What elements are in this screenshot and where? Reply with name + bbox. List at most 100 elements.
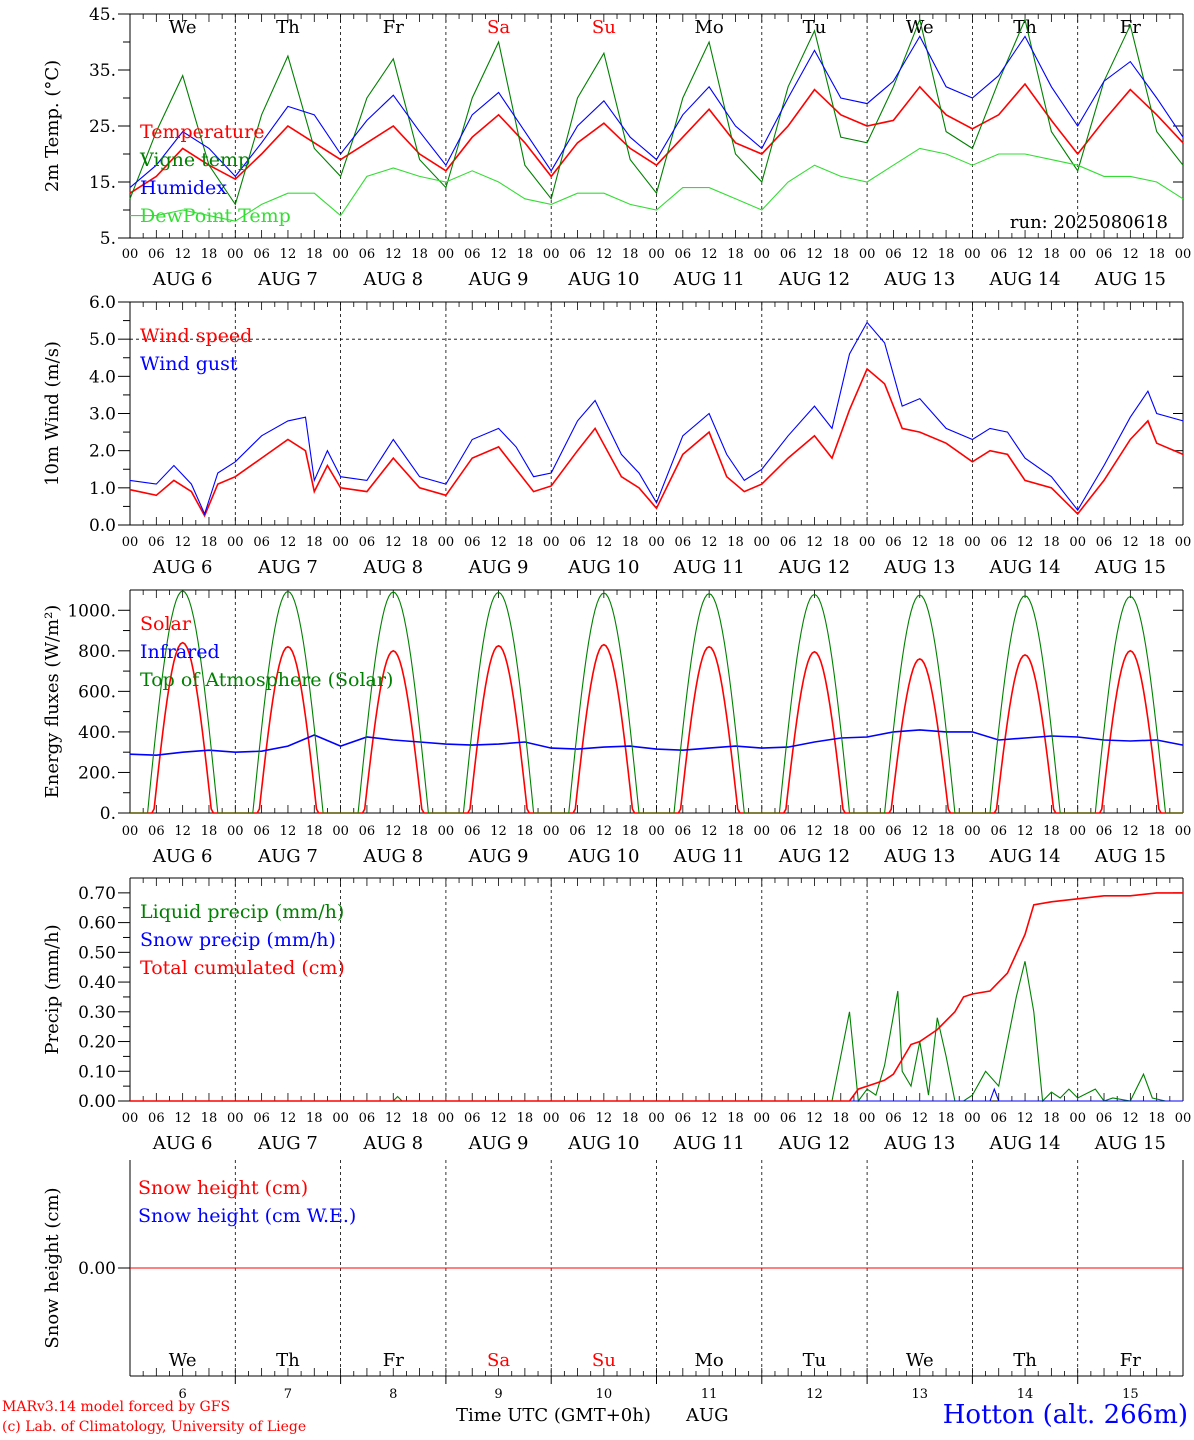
date-tick-label: AUG 13 bbox=[883, 1133, 955, 1154]
y-tick-label: 6.0 bbox=[89, 293, 116, 313]
hour-tick-label: 00 bbox=[859, 824, 876, 839]
series-line bbox=[129, 729, 1184, 757]
temperature-panel: 5. 15. 25. 35. 45. 2m Temp. (°C) 00 06 12 18 00 06 1… bbox=[42, 5, 1191, 290]
weekday-label: Tu bbox=[803, 1350, 827, 1371]
hour-tick-label: 12 bbox=[385, 824, 402, 839]
hour-tick-label: 12 bbox=[911, 535, 928, 550]
hour-tick-label: 00 bbox=[543, 247, 560, 262]
legend-entry: DewPoint Temp bbox=[140, 205, 291, 227]
hour-tick-label: 12 bbox=[280, 247, 297, 262]
hour-tick-label: 00 bbox=[859, 535, 876, 550]
day-number-label: 11 bbox=[701, 1387, 718, 1402]
hour-tick-label: 00 bbox=[859, 1111, 876, 1126]
y-tick-label: 5.0 bbox=[89, 330, 116, 350]
y-tick-label: 5. bbox=[100, 229, 116, 249]
hour-tick-label: 06 bbox=[885, 1111, 902, 1126]
day-number-label: 13 bbox=[911, 1387, 928, 1402]
date-tick-label: AUG 8 bbox=[362, 269, 423, 290]
series-line bbox=[129, 367, 1184, 518]
hour-tick-label: 00 bbox=[227, 247, 244, 262]
hour-tick-label: 12 bbox=[280, 824, 297, 839]
hour-tick-label: 06 bbox=[780, 535, 797, 550]
hour-tick-label: 18 bbox=[1148, 824, 1165, 839]
hour-tick-label: 18 bbox=[727, 247, 744, 262]
hour-tick-label: 06 bbox=[359, 535, 376, 550]
hour-tick-label: 00 bbox=[754, 535, 771, 550]
run-annotation: run: 2025080618 bbox=[1010, 212, 1168, 233]
hour-tick-label: 18 bbox=[517, 1111, 534, 1126]
hour-tick-label: 18 bbox=[201, 824, 218, 839]
hour-tick-label: 00 bbox=[754, 1111, 771, 1126]
legend-entry: Wind speed bbox=[140, 325, 252, 347]
y-tick-label: 0.00 bbox=[78, 1259, 116, 1279]
hour-tick-label: 18 bbox=[622, 247, 639, 262]
hour-tick-label: 06 bbox=[148, 824, 165, 839]
hour-tick-label: 00 bbox=[438, 247, 455, 262]
legend-entry: Solar bbox=[140, 613, 192, 635]
date-tick-label: AUG 7 bbox=[257, 269, 318, 290]
wind-panel: 0.0 1.0 2.0 3.0 4.0 5.0 6.0 10m Wind (m/s) 00 06 1… bbox=[42, 293, 1191, 578]
hour-tick-label: 12 bbox=[490, 535, 507, 550]
legend-entry: Snow height (cm W.E.) bbox=[138, 1205, 356, 1227]
hour-tick-label: 00 bbox=[1175, 1111, 1192, 1126]
hour-tick-label: 12 bbox=[806, 247, 823, 262]
hour-tick-label: 06 bbox=[464, 535, 481, 550]
hour-tick-label: 12 bbox=[911, 247, 928, 262]
hour-tick-label: 12 bbox=[280, 535, 297, 550]
date-tick-label: AUG 15 bbox=[1094, 846, 1166, 867]
series-line bbox=[129, 17, 1184, 206]
hour-tick-label: 00 bbox=[648, 1111, 665, 1126]
hour-tick-label: 06 bbox=[464, 824, 481, 839]
hour-tick-label: 00 bbox=[332, 1111, 349, 1126]
hour-tick-label: 06 bbox=[780, 1111, 797, 1126]
hour-tick-label: 12 bbox=[385, 1111, 402, 1126]
hour-tick-label: 12 bbox=[806, 535, 823, 550]
energy-panel: 0. 200. 400. 600. 800. 1000.Energy fluxes (W/… bbox=[42, 589, 1191, 867]
hour-tick-label: 18 bbox=[411, 1111, 428, 1126]
date-tick-label: AUG 14 bbox=[988, 1133, 1060, 1154]
weekday-label: Th bbox=[276, 1350, 300, 1371]
hour-tick-label: 00 bbox=[1069, 535, 1086, 550]
hour-tick-label: 00 bbox=[332, 824, 349, 839]
weekday-label: We bbox=[169, 1350, 197, 1371]
date-tick-label: AUG 13 bbox=[883, 269, 955, 290]
hour-tick-label: 18 bbox=[306, 1111, 323, 1126]
hour-tick-label: 00 bbox=[648, 247, 665, 262]
hour-tick-label: 00 bbox=[1175, 535, 1192, 550]
hour-tick-label: 00 bbox=[227, 535, 244, 550]
hour-tick-label: 18 bbox=[1043, 824, 1060, 839]
date-tick-label: AUG 6 bbox=[152, 269, 213, 290]
date-tick-label: AUG 15 bbox=[1094, 1133, 1166, 1154]
hour-tick-label: 06 bbox=[885, 535, 902, 550]
hour-tick-label: 06 bbox=[675, 247, 692, 262]
hour-tick-label: 18 bbox=[727, 824, 744, 839]
hour-tick-label: 00 bbox=[122, 535, 139, 550]
date-tick-label: AUG 11 bbox=[673, 1133, 745, 1154]
date-tick-label: AUG 14 bbox=[988, 557, 1060, 578]
date-tick-label: AUG 10 bbox=[567, 846, 639, 867]
hour-tick-label: 00 bbox=[754, 247, 771, 262]
date-tick-label: AUG 12 bbox=[778, 846, 850, 867]
hour-tick-label: 12 bbox=[1122, 824, 1139, 839]
y-tick-label: 600. bbox=[78, 682, 116, 702]
y-tick-label: 0.0 bbox=[89, 516, 116, 536]
date-tick-label: AUG 8 bbox=[362, 1133, 423, 1154]
hour-tick-label: 18 bbox=[1148, 1111, 1165, 1126]
hour-tick-label: 12 bbox=[701, 824, 718, 839]
hour-tick-label: 12 bbox=[806, 824, 823, 839]
hour-tick-label: 12 bbox=[490, 1111, 507, 1126]
hour-tick-label: 06 bbox=[359, 824, 376, 839]
hour-tick-label: 18 bbox=[1148, 535, 1165, 550]
hour-tick-label: 00 bbox=[438, 535, 455, 550]
hour-tick-label: 12 bbox=[490, 247, 507, 262]
hour-tick-label: 12 bbox=[174, 247, 191, 262]
weekday-label: Fr bbox=[383, 1350, 404, 1371]
hour-tick-label: 18 bbox=[1148, 247, 1165, 262]
day-number-label: 6 bbox=[179, 1387, 187, 1402]
hour-tick-label: 18 bbox=[938, 247, 955, 262]
day-number-label: 8 bbox=[389, 1387, 397, 1402]
date-tick-label: AUG 7 bbox=[257, 846, 318, 867]
hour-tick-label: 18 bbox=[201, 535, 218, 550]
date-tick-label: AUG 9 bbox=[468, 846, 529, 867]
